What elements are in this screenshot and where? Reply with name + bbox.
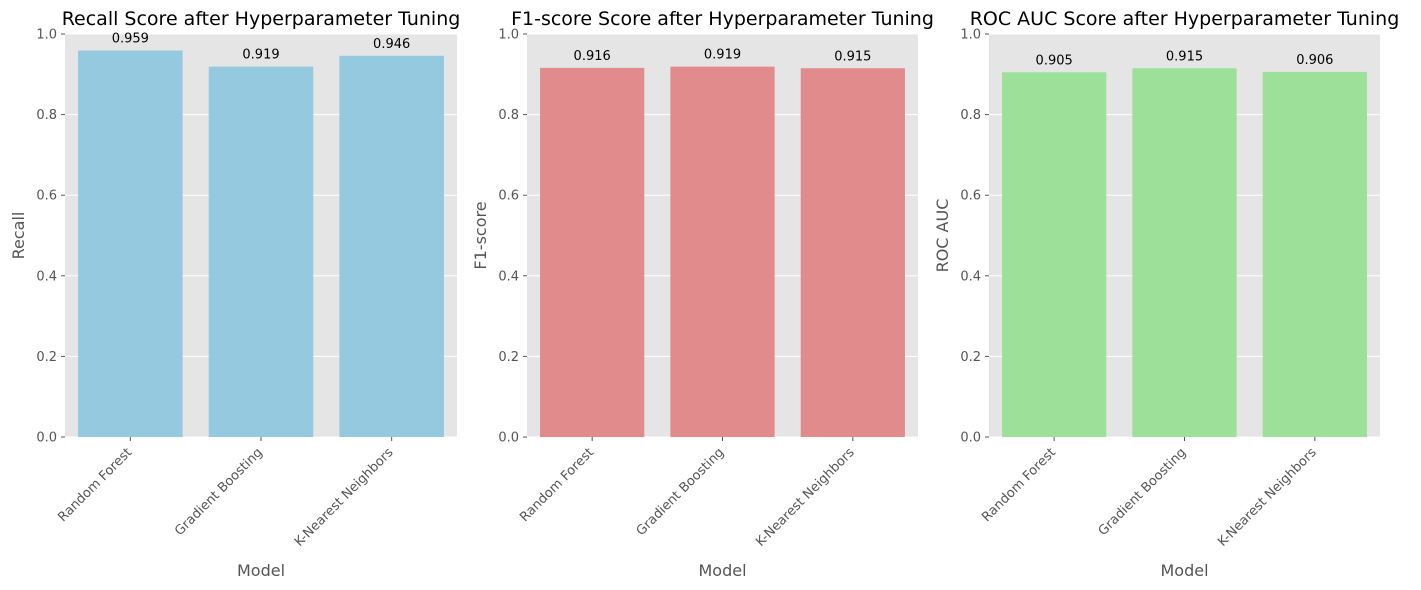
- y-tick-label: 0.2: [960, 350, 981, 365]
- x-tick-label: Random Forest: [55, 445, 135, 525]
- y-tick-label: 1.0: [960, 28, 981, 43]
- bar: [540, 67, 645, 438]
- chart-panel-1: 0.0 0.2 0.4 0.6 0.8 1.0 0.959 Random Forest 0.91…: [9, 8, 460, 580]
- y-tick-label: 0.2: [36, 350, 57, 365]
- y-tick-label: 0.8: [960, 108, 981, 123]
- y-tick-label: 0.2: [498, 350, 519, 365]
- bar: [78, 50, 183, 437]
- y-axis-label: ROC AUC: [933, 199, 952, 273]
- y-tick-label: 0.6: [36, 189, 57, 204]
- bar-value-label: 0.905: [1036, 53, 1073, 68]
- bar-value-label: 0.915: [834, 49, 871, 64]
- bar: [1132, 68, 1237, 437]
- bar: [800, 68, 905, 437]
- x-tick-label: Gradient Boosting: [634, 445, 728, 539]
- x-tick-label: K-Nearest Neighbors: [292, 445, 397, 550]
- chart-panel-2: 0.0 0.2 0.4 0.6 0.8 1.0 0.916 Random Forest 0.91…: [471, 8, 934, 580]
- chart-title: ROC AUC Score after Hyperparameter Tunin…: [970, 8, 1400, 30]
- x-tick-label: Random Forest: [517, 445, 597, 525]
- y-tick-label: 0.4: [960, 269, 981, 284]
- x-axis-label: Model: [237, 561, 285, 580]
- bar-value-label: 0.959: [112, 32, 149, 47]
- y-tick-label: 0.4: [36, 269, 57, 284]
- y-tick-label: 0.0: [498, 431, 519, 446]
- x-axis-label: Model: [1160, 561, 1208, 580]
- chart-panel-3: 0.0 0.2 0.4 0.6 0.8 1.0 0.905 Random Forest 0.91…: [933, 8, 1399, 580]
- chart-title: F1-score Score after Hyperparameter Tuni…: [511, 8, 934, 30]
- y-tick-label: 0.4: [498, 269, 519, 284]
- bar: [339, 55, 444, 438]
- chart-title: Recall Score after Hyperparameter Tuning: [62, 8, 461, 30]
- bar-value-label: 0.915: [1166, 49, 1203, 64]
- y-tick-label: 0.0: [36, 431, 57, 446]
- y-tick-label: 1.0: [36, 28, 57, 43]
- bar-value-label: 0.919: [242, 48, 279, 63]
- bar: [208, 66, 314, 437]
- y-tick-label: 0.8: [498, 108, 519, 123]
- x-tick-label: Random Forest: [979, 445, 1059, 525]
- bar-value-label: 0.906: [1296, 53, 1333, 68]
- y-tick-label: 0.6: [960, 189, 981, 204]
- x-tick-label: Gradient Boosting: [172, 445, 266, 539]
- bar: [1002, 72, 1107, 437]
- bar-value-label: 0.916: [574, 49, 611, 64]
- bar-value-label: 0.946: [373, 37, 410, 52]
- x-tick-label: K-Nearest Neighbors: [753, 445, 858, 550]
- bar: [670, 66, 775, 437]
- y-tick-label: 0.0: [960, 431, 981, 446]
- y-tick-label: 0.6: [498, 189, 519, 204]
- x-axis-label: Model: [698, 561, 746, 580]
- y-axis-label: Recall: [9, 212, 28, 260]
- bar: [1262, 71, 1367, 437]
- x-tick-label: Gradient Boosting: [1096, 445, 1190, 539]
- y-tick-label: 1.0: [498, 28, 519, 43]
- bar-value-label: 0.919: [704, 48, 741, 63]
- y-axis-label: F1-score: [471, 201, 490, 269]
- x-tick-label: K-Nearest Neighbors: [1215, 445, 1320, 550]
- y-tick-label: 0.8: [36, 108, 57, 123]
